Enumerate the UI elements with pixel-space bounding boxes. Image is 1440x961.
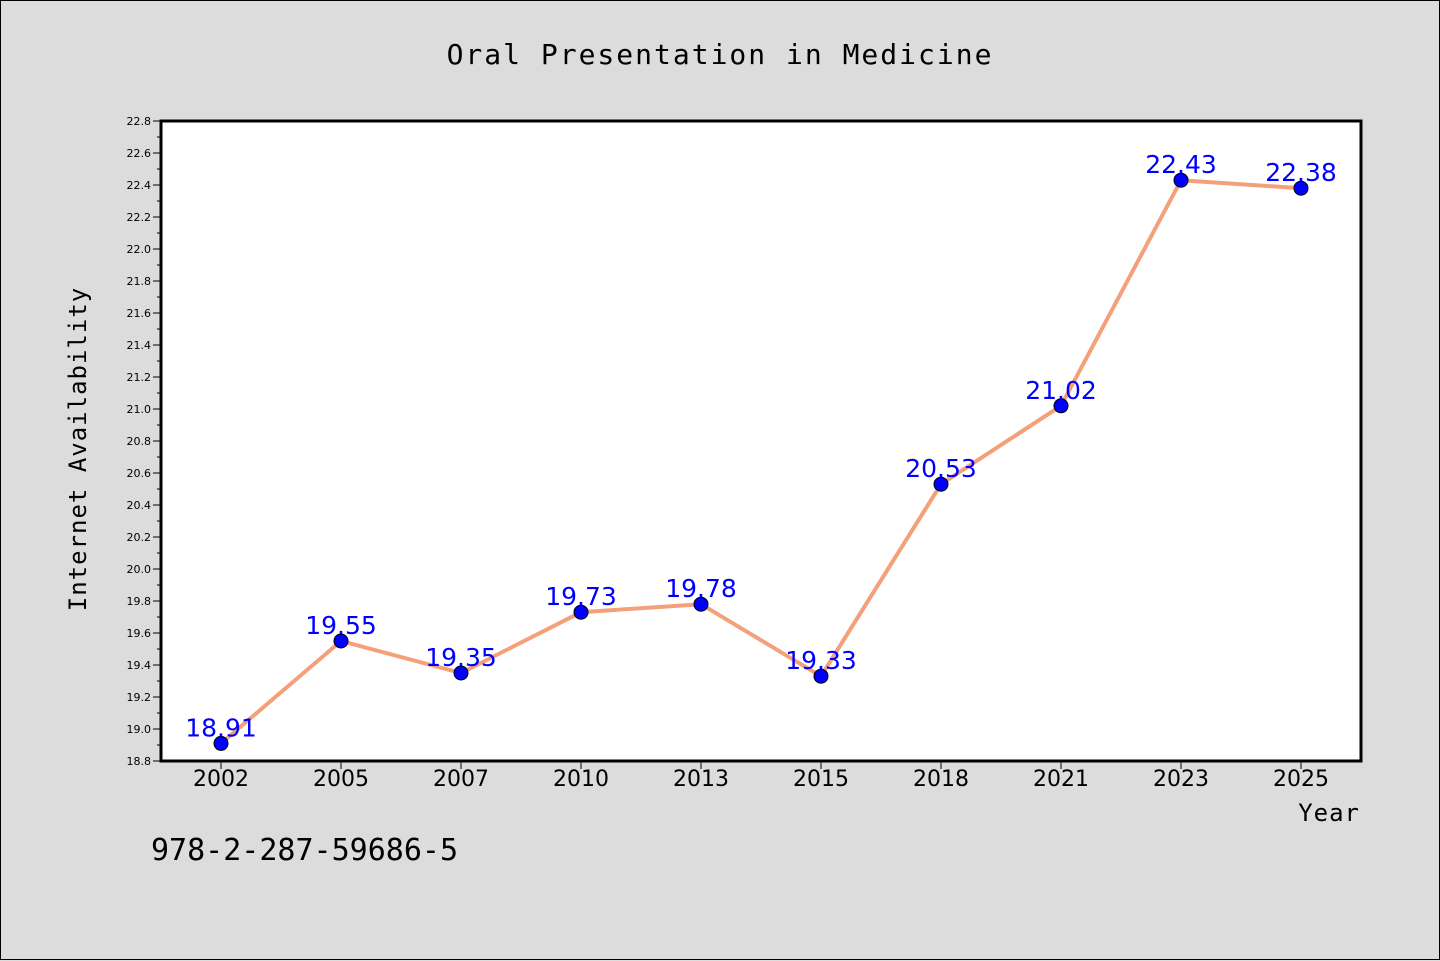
series-line-group [219, 178, 1302, 745]
y-tick-label: 18.8 [127, 755, 152, 768]
data-label: 19.78 [665, 574, 737, 603]
y-axis-ticks: 18.8 19.0 19.2 19.4 19.6 19.8 20.0 20.2 20.4 20.6… [127, 115, 161, 768]
x-tick-label: 2007 [433, 767, 489, 792]
y-tick-label: 19.2 [127, 691, 152, 704]
y-tick-label: 22.0 [127, 243, 152, 256]
data-point [933, 476, 949, 492]
y-tick-label: 21.8 [127, 275, 152, 288]
data-label: 22.43 [1145, 150, 1217, 179]
x-tick-label: 2005 [313, 767, 369, 792]
series-line [219, 178, 1302, 745]
y-axis-title: Internet Availability [64, 287, 92, 611]
y-tick-label: 21.6 [127, 307, 152, 320]
data-point [693, 596, 709, 612]
y-tick-label: 20.6 [127, 467, 152, 480]
data-labels: 18.91 19.55 19.35 19.73 19.78 19.33 20.53 21.02… [185, 150, 1337, 742]
y-tick-label: 22.2 [127, 211, 152, 224]
data-point [1173, 172, 1189, 188]
x-tick-label: 2015 [793, 767, 849, 792]
data-point [213, 735, 229, 751]
y-tick-label: 19.6 [127, 627, 152, 640]
data-label: 19.33 [785, 646, 857, 675]
y-tick-label: 20.4 [127, 499, 152, 512]
y-tick-label: 22.8 [127, 115, 152, 128]
y-tick-label: 22.6 [127, 147, 152, 160]
data-point [333, 633, 349, 649]
data-point [813, 668, 829, 684]
data-markers [213, 172, 1309, 751]
y-tick-label: 19.0 [127, 723, 152, 736]
plot-frame [159, 119, 1363, 763]
y-tick-label: 20.8 [127, 435, 152, 448]
y-tick-label: 19.4 [127, 659, 152, 672]
x-axis-title: Year [1298, 799, 1360, 827]
footer-code: 978-2-287-59686-5 [151, 833, 459, 868]
plot-area [161, 121, 1361, 761]
data-point [1053, 398, 1069, 414]
y-tick-label: 21.2 [127, 371, 152, 384]
data-label: 19.55 [305, 611, 377, 640]
y-tick-label: 21.0 [127, 403, 152, 416]
y-tick-label: 20.0 [127, 563, 152, 576]
data-point [453, 665, 469, 681]
data-label: 20.53 [905, 454, 977, 483]
data-label: 19.35 [425, 643, 497, 672]
data-label: 18.91 [185, 713, 257, 742]
x-tick-label: 2023 [1153, 767, 1209, 792]
x-tick-label: 2002 [193, 767, 249, 792]
y-tick-label: 19.8 [127, 595, 152, 608]
x-tick-label: 2025 [1273, 767, 1329, 792]
x-tick-label: 2021 [1033, 767, 1089, 792]
chart-title: Oral Presentation in Medicine [447, 38, 994, 71]
y-tick-label: 20.2 [127, 531, 152, 544]
y-tick-label: 22.4 [127, 179, 152, 192]
data-point [573, 604, 589, 620]
data-label: 22.38 [1265, 158, 1337, 187]
data-label: 21.02 [1025, 376, 1097, 405]
x-tick-label: 2013 [673, 767, 729, 792]
y-tick-label: 21.4 [127, 339, 152, 352]
data-point [1293, 180, 1309, 196]
x-tick-label: 2018 [913, 767, 969, 792]
x-tick-label: 2010 [553, 767, 609, 792]
data-label: 19.73 [545, 582, 617, 611]
x-axis-ticks: 2002 2005 2007 2010 2013 2015 2018 2021 2023 2025 [193, 761, 1329, 792]
